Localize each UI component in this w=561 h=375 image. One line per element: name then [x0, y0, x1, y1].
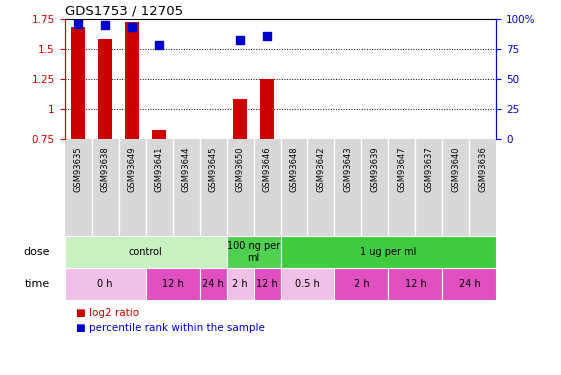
Bar [200, 268, 227, 300]
Bar [152, 130, 165, 139]
Bar [260, 79, 274, 139]
Bar [71, 27, 85, 139]
Text: GSM93636: GSM93636 [479, 147, 488, 192]
Text: GSM93640: GSM93640 [452, 147, 461, 192]
Text: dose: dose [23, 247, 50, 257]
Text: GSM93644: GSM93644 [182, 147, 191, 192]
Text: GSM93647: GSM93647 [398, 147, 407, 192]
Bar [227, 236, 280, 268]
Bar [98, 39, 112, 139]
Bar [227, 268, 254, 300]
Text: ■ percentile rank within the sample: ■ percentile rank within the sample [76, 323, 265, 333]
Bar [254, 268, 280, 300]
Text: GSM93638: GSM93638 [100, 147, 109, 192]
Point [127, 24, 136, 30]
Point [154, 42, 163, 48]
Text: GSM93648: GSM93648 [289, 147, 298, 192]
Bar [280, 236, 496, 268]
Text: 24 h: 24 h [202, 279, 224, 289]
Text: 0 h: 0 h [97, 279, 113, 289]
Text: GSM93637: GSM93637 [425, 147, 434, 192]
Text: 2 h: 2 h [232, 279, 248, 289]
Text: 24 h: 24 h [458, 279, 480, 289]
Bar [233, 99, 247, 139]
Text: GSM93645: GSM93645 [209, 147, 218, 192]
Text: GDS1753 / 12705: GDS1753 / 12705 [65, 4, 183, 18]
Text: 1 ug per ml: 1 ug per ml [360, 247, 417, 257]
Text: GSM93635: GSM93635 [73, 147, 82, 192]
Text: GSM93642: GSM93642 [316, 147, 325, 192]
Text: 0.5 h: 0.5 h [295, 279, 320, 289]
Bar [145, 268, 200, 300]
Text: GSM93643: GSM93643 [343, 147, 352, 192]
Text: GSM93639: GSM93639 [370, 147, 379, 192]
Point [263, 33, 272, 39]
Bar [65, 236, 227, 268]
Text: 12 h: 12 h [404, 279, 426, 289]
Text: ■ log2 ratio: ■ log2 ratio [76, 308, 139, 318]
Bar [65, 268, 145, 300]
Bar [388, 268, 443, 300]
Text: 12 h: 12 h [162, 279, 183, 289]
Text: 100 ng per
ml: 100 ng per ml [227, 242, 280, 263]
Point [236, 38, 245, 44]
Text: control: control [128, 247, 162, 257]
Point [73, 21, 82, 27]
Text: GSM93650: GSM93650 [236, 147, 245, 192]
Text: GSM93649: GSM93649 [127, 147, 136, 192]
Bar [334, 268, 389, 300]
Bar [280, 268, 334, 300]
Text: GSM93641: GSM93641 [154, 147, 163, 192]
Bar [125, 22, 139, 139]
Text: 12 h: 12 h [256, 279, 278, 289]
Text: GSM93646: GSM93646 [263, 147, 272, 192]
Bar [443, 268, 496, 300]
Text: 2 h: 2 h [353, 279, 369, 289]
Point [100, 22, 109, 28]
Text: time: time [25, 279, 50, 289]
